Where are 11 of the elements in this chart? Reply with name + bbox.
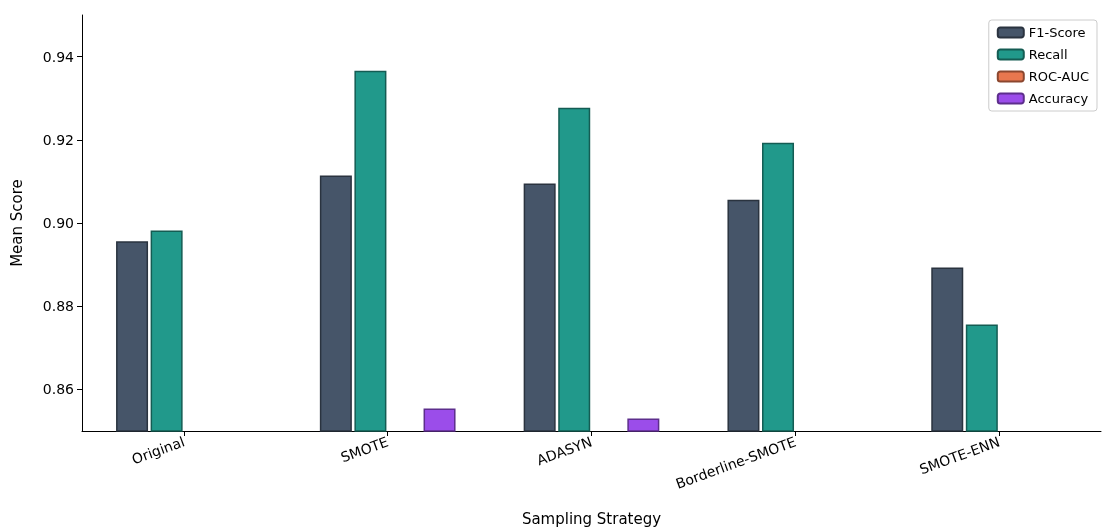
y-tick-label: 0.88 xyxy=(42,298,74,315)
legend-label: F1-Score xyxy=(1028,25,1086,40)
y-axis-title: Mean Score xyxy=(7,179,26,267)
y-tick-label: 0.92 xyxy=(42,131,74,148)
legend-label: Accuracy xyxy=(1028,91,1089,106)
x-axis-title: Sampling Strategy xyxy=(521,509,662,528)
y-tick-label: 0.86 xyxy=(42,381,75,398)
legend-label: Recall xyxy=(1028,47,1068,62)
y-tick-label: 0.90 xyxy=(42,215,74,231)
legend-label: ROC-AUC xyxy=(1028,69,1089,84)
y-tick-label: 0.94 xyxy=(42,48,75,65)
